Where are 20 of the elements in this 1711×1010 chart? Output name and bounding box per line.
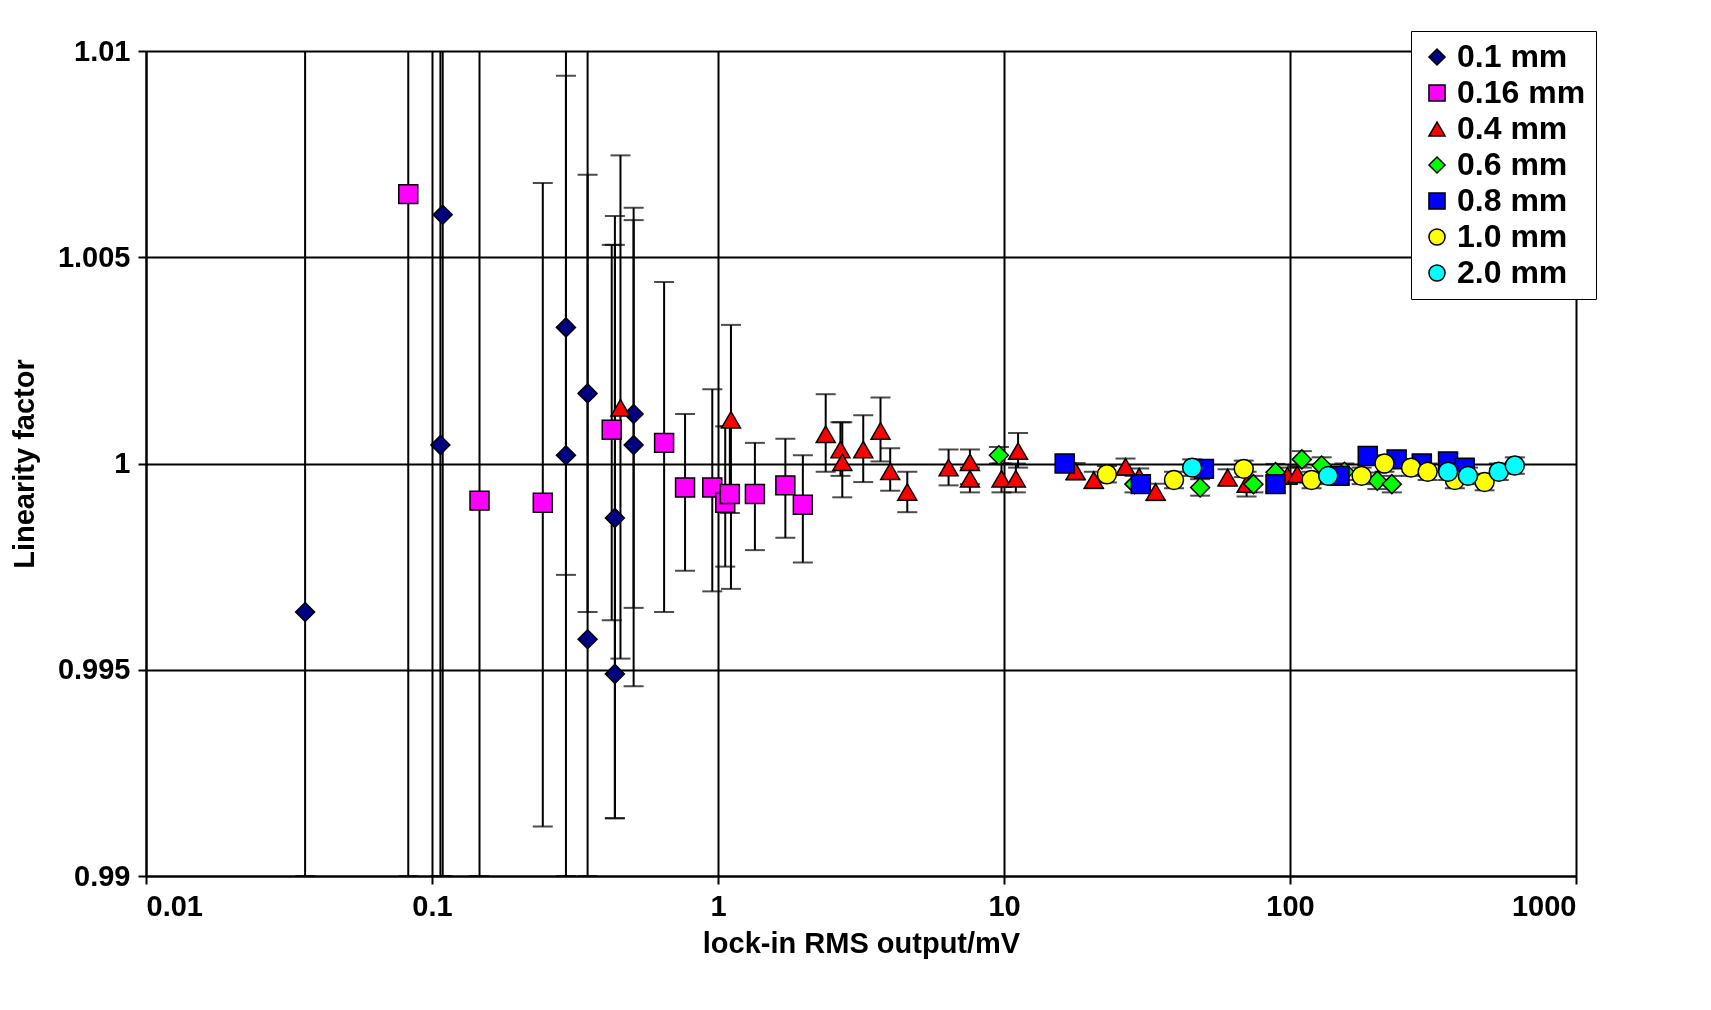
x-axis-title: lock-in RMS output/mV <box>702 926 1021 959</box>
y-tick-label: 0.995 <box>57 653 131 686</box>
y-tick-label: 0.99 <box>74 859 131 892</box>
x-tick-label: 1 <box>710 889 727 922</box>
x-tick-label: 0.01 <box>146 889 203 922</box>
legend-label: 0.8 mm <box>1457 182 1568 218</box>
legend-label: 1.0 mm <box>1457 218 1568 254</box>
x-tick-label: 10 <box>988 889 1021 922</box>
y-axis-title: Linearity factor <box>7 359 40 569</box>
x-tick-label: 1000 <box>1511 889 1577 922</box>
legend-label: 0.16 mm <box>1457 74 1586 110</box>
y-tick-label: 1.01 <box>74 34 131 67</box>
legend-label: 0.6 mm <box>1457 146 1568 182</box>
x-tick-label: 100 <box>1266 889 1315 922</box>
x-tick-label: 0.1 <box>412 889 453 922</box>
legend-label: 2.0 mm <box>1457 254 1568 290</box>
y-tick-label: 1 <box>114 447 131 479</box>
legend-label: 0.1 mm <box>1457 38 1568 74</box>
y-tick-label: 1.005 <box>57 240 131 273</box>
legend-label: 0.4 mm <box>1457 110 1568 146</box>
